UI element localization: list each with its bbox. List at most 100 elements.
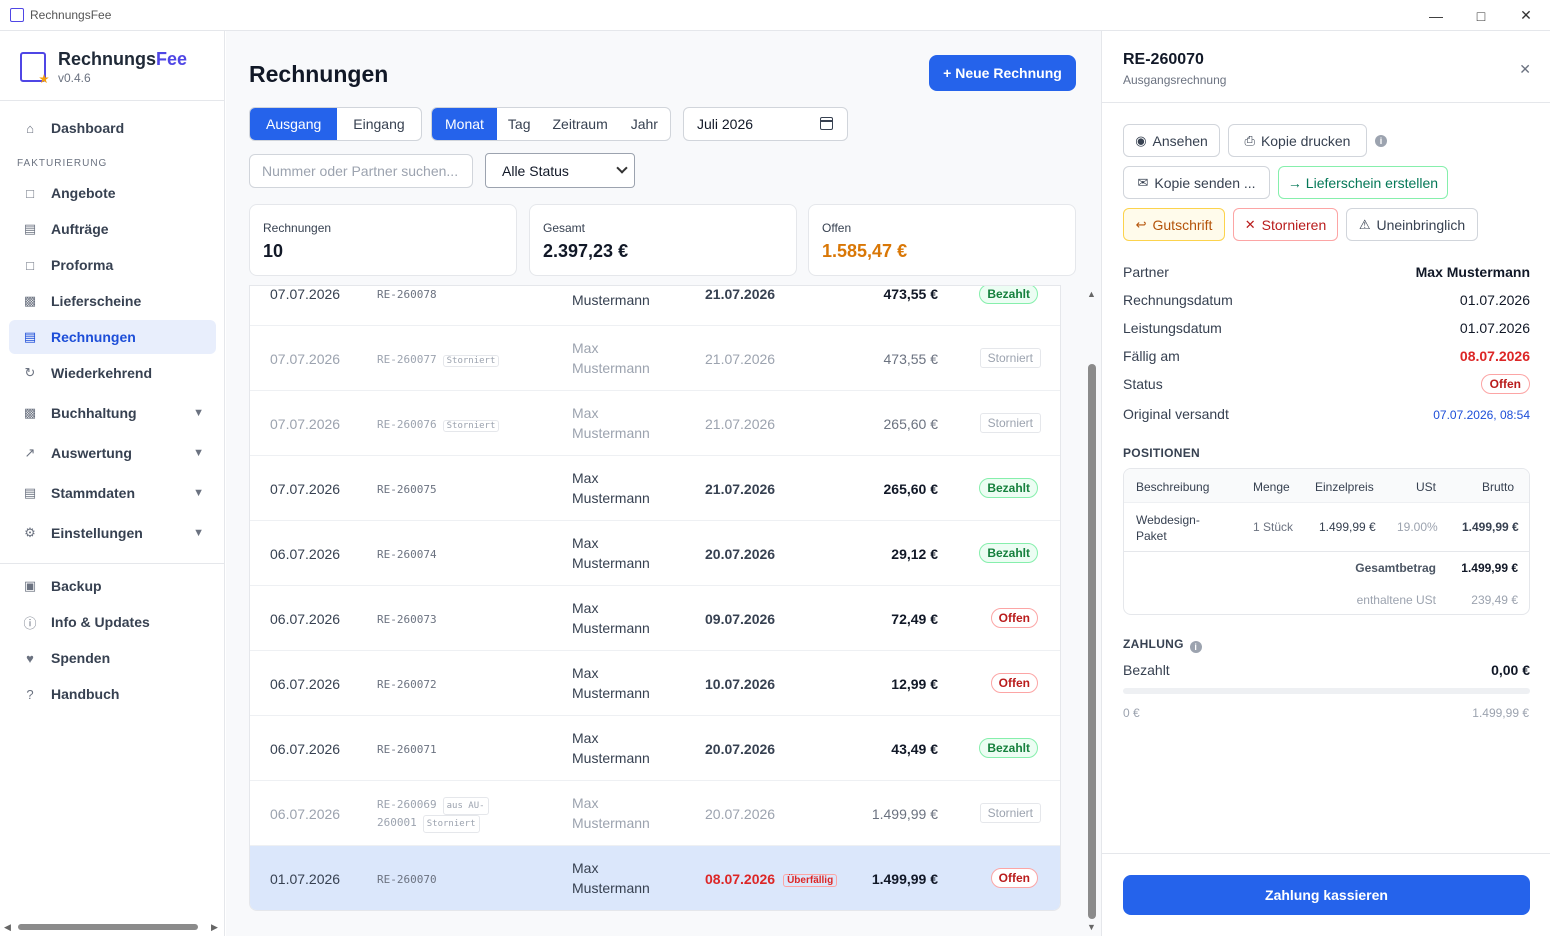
uncollectible-button[interactable]: ⚠ Uneinbringlich (1346, 208, 1478, 241)
donate-icon: ♥ (26, 650, 34, 666)
status-badge: Offen (1480, 374, 1530, 394)
progress-min: 0 € (1123, 706, 1140, 720)
window-titlebar: RechnungsFee — □ ✕ (0, 0, 1550, 31)
cancel-invoice-button[interactable]: ✕ Stornieren (1233, 208, 1338, 241)
tab-monat[interactable]: Monat (432, 108, 497, 140)
new-invoice-button[interactable]: + Neue Rechnung (929, 55, 1076, 91)
send-copy-button[interactable]: ✉ Kopie senden ... (1123, 166, 1270, 199)
gear-icon: ⚙ (24, 525, 36, 540)
sidebar-item-dashboard[interactable]: ⌂ Dashboard (9, 111, 216, 145)
sidebar-item-backup[interactable]: ▣ Backup (23, 578, 102, 594)
collect-payment-button[interactable]: Zahlung kassieren (1123, 875, 1530, 915)
tab-eingang[interactable]: Eingang (353, 116, 405, 132)
table-row[interactable]: 07.07.2026 RE-260078 Mustermann 21.07.20… (250, 286, 1060, 326)
invoice-detail-panel: RE-260070 Ausgangsrechnung ✕ ◉ Ansehen ⎙ K… (1101, 31, 1550, 936)
tab-tag[interactable]: Tag (507, 116, 531, 132)
close-window-button[interactable]: ✕ (1520, 7, 1532, 23)
sidebar-item-auswertung[interactable]: ↗ Auswertung ▼ (24, 445, 204, 461)
table-row[interactable]: 06.07.2026 RE-260074 Max Mustermann 20.07… (250, 521, 1060, 586)
invoice-table: 07.07.2026 RE-260078 Mustermann 21.07.20… (249, 285, 1061, 911)
app-logo-icon (20, 52, 46, 82)
field-due-date: Fällig am 08.07.2026 (1123, 348, 1530, 364)
chevron-down-icon: ▼ (193, 407, 204, 419)
sidebar-item-stammdaten[interactable]: ▤ Stammdaten ▼ (23, 485, 204, 501)
close-icon[interactable]: ✕ (1519, 61, 1531, 77)
status-badge: Storniert (979, 803, 1041, 823)
printer-icon: ⎙ (1244, 132, 1255, 148)
eye-icon: ◉ (1135, 132, 1147, 148)
main-content: Rechnungen + Neue Rechnung Ausgang Einga… (226, 31, 1101, 936)
table-row[interactable]: 06.07.2026 RE-260072 Max Mustermann 10.07… (250, 651, 1060, 716)
file-icon: □ (26, 257, 34, 273)
clipboard-icon: ▤ (23, 221, 37, 236)
print-copy-button[interactable]: ⎙ Kopie drucken (1228, 124, 1367, 157)
table-row[interactable]: 06.07.2026 RE-260071 Max Mustermann 20.07… (250, 716, 1060, 781)
card-total: Gesamt 2.397,23 € (529, 204, 797, 276)
table-row[interactable]: 06.07.2026 RE-260069 aus AU- 260001 Stornie… (250, 781, 1060, 846)
direction-tabs: Ausgang Eingang (249, 107, 422, 141)
sidebar-item-angebote[interactable]: □ Angebote (9, 176, 216, 210)
table-row[interactable]: 06.07.2026 RE-260073 Max Mustermann 09.07… (250, 586, 1060, 651)
table-row-selected[interactable]: 01.07.2026 RE-260070 Max Mustermann 08.07… (250, 846, 1060, 910)
tab-zeitraum[interactable]: Zeitraum (552, 116, 608, 132)
sidebar-item-info-updates[interactable]: ⓘ Info & Updates (23, 614, 150, 631)
month-picker[interactable]: Juli 2026 (683, 107, 848, 141)
card-open: Offen 1.585,47 € (808, 204, 1076, 276)
chevron-down-icon (616, 162, 628, 174)
calendar-icon (820, 117, 833, 130)
search-input[interactable]: Nummer oder Partner suchen... (249, 154, 473, 188)
create-delivery-note-button[interactable]: → Lieferschein erstellen (1278, 166, 1448, 199)
status-select[interactable]: Alle Status (485, 153, 635, 188)
table-vertical-scrollbar[interactable]: ▲ ▼ (1087, 289, 1096, 932)
info-icon[interactable]: i (1375, 135, 1387, 147)
tab-ausgang[interactable]: Ausgang (250, 108, 338, 140)
tab-jahr[interactable]: Jahr (630, 116, 658, 132)
chevron-down-icon: ▼ (193, 527, 204, 539)
status-badge: Bezahlt (979, 738, 1038, 758)
sidebar-section-label: FAKTURIERUNG (17, 158, 108, 169)
page-title: Rechnungen (249, 61, 389, 87)
sidebar-item-auftraege[interactable]: ▤ Aufträge (23, 221, 109, 237)
table-row[interactable]: 07.07.2026 RE-260075 Max Mustermann 21.07… (250, 456, 1060, 521)
status-badge: Offen (990, 608, 1038, 628)
app-name: RechnungsFee (58, 49, 188, 69)
position-description: Webdesign- Paket (1136, 513, 1200, 543)
sidebar-item-buchhaltung[interactable]: ▩ Buchhaltung ▼ (23, 405, 204, 421)
view-button[interactable]: ◉ Ansehen (1123, 124, 1220, 157)
status-badge: Bezahlt (979, 543, 1038, 563)
maximize-button[interactable]: □ (1476, 7, 1486, 24)
field-partner: Partner Max Mustermann (1123, 264, 1530, 280)
field-original-sent: Original versandt 07.07.2026, 08:54 (1123, 406, 1530, 422)
invoice-icon: ▤ (23, 329, 37, 344)
status-badge: Storniert (979, 413, 1041, 433)
payment-progress-bar (1123, 688, 1530, 694)
detail-header: RE-260070 Ausgangsrechnung ✕ (1102, 31, 1550, 103)
table-row[interactable]: 07.07.2026 RE-260076 Storniert Max Musterm… (250, 391, 1060, 456)
save-icon: ▣ (23, 578, 37, 593)
minimize-button[interactable]: — (1429, 7, 1443, 24)
period-tabs: Monat Tag Zeitraum Jahr (431, 107, 671, 141)
sidebar-item-lieferscheine[interactable]: ▩ Lieferscheine (23, 293, 142, 309)
sidebar-item-proforma[interactable]: □ Proforma (9, 248, 216, 282)
field-invoice-date: Rechnungsdatum 01.07.2026 (1123, 292, 1530, 308)
x-icon: ✕ (1244, 216, 1256, 232)
sidebar-item-wiederkehrend[interactable]: ↻ Wiederkehrend (24, 365, 153, 381)
help-icon: ? (26, 686, 34, 702)
database-icon: ▤ (23, 485, 37, 500)
table-row[interactable]: 07.07.2026 RE-260077 Storniert Max Musterm… (250, 326, 1060, 391)
sidebar-item-handbuch[interactable]: ? Handbuch (9, 677, 216, 711)
status-badge: Storniert (979, 348, 1041, 368)
brand: RechnungsFee v0.4.6 (18, 49, 218, 99)
chevron-down-icon: ▼ (193, 487, 204, 499)
return-icon: ↩ (1135, 216, 1147, 232)
sidebar-item-einstellungen[interactable]: ⚙ Einstellungen ▼ (24, 525, 204, 541)
credit-note-button[interactable]: ↩ Gutschrift (1123, 208, 1225, 241)
truck-icon: ▩ (23, 293, 37, 308)
trend-icon: ↗ (24, 445, 36, 460)
sidebar-item-spenden[interactable]: ♥ Spenden (9, 641, 216, 675)
warning-icon: ⚠ (1358, 216, 1371, 232)
sidebar-horizontal-scrollbar[interactable]: ◀ ▶ (4, 922, 218, 932)
sidebar-item-rechnungen[interactable]: ▤ Rechnungen (9, 320, 216, 354)
status-badge: Offen (990, 673, 1038, 693)
detail-subtitle: Ausgangsrechnung (1123, 73, 1227, 87)
